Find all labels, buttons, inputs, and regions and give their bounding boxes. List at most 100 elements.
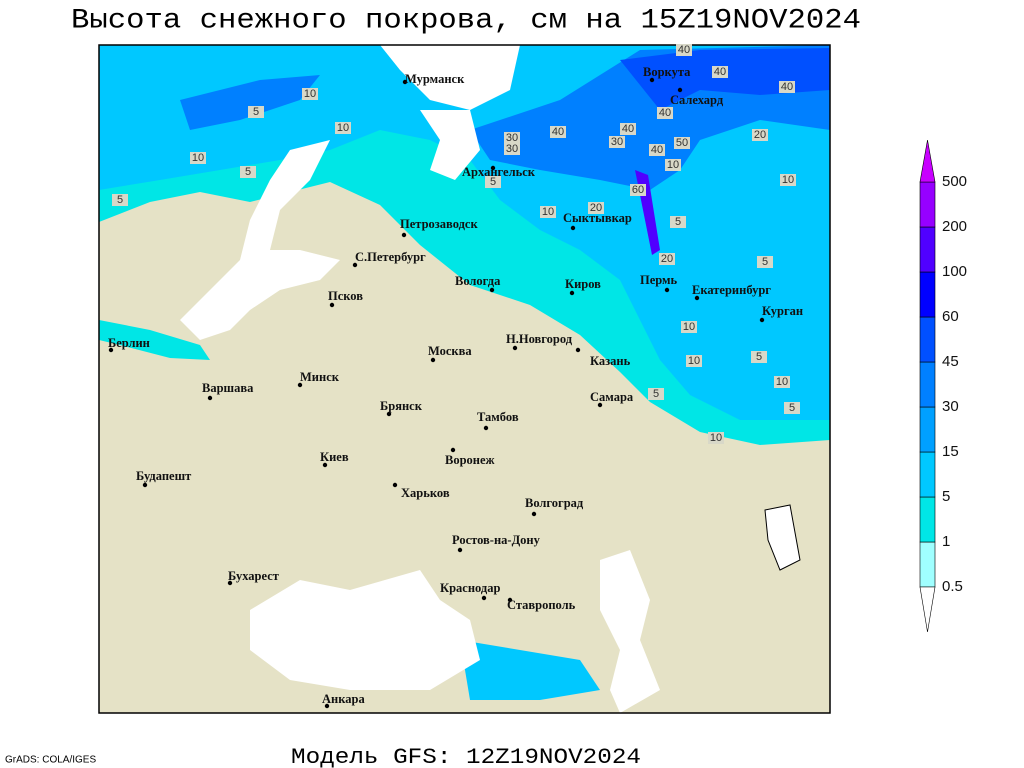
credit: GrADS: COLA/IGES: [5, 755, 96, 766]
contour-label-box: [665, 159, 681, 171]
city-label: Москва: [428, 344, 472, 358]
city-label: Варшава: [202, 381, 254, 395]
city-label: Салехард: [670, 93, 724, 107]
city-label: Н.Новгород: [506, 332, 573, 346]
city-dot: [483, 425, 489, 431]
contour-label: 5: [245, 166, 251, 178]
contour-label: 50: [676, 137, 688, 149]
snow-germany: [99, 320, 210, 360]
city-dot: [227, 580, 233, 586]
colorbar-label: 45: [942, 353, 959, 370]
aral-sea: [764, 504, 801, 571]
city-label: Берлин: [108, 336, 150, 350]
city-dot: [457, 547, 463, 553]
contour-label-box: [779, 81, 795, 93]
city-dot: [569, 290, 575, 296]
contour-label-box: [248, 106, 264, 118]
contour-label: 5: [789, 402, 795, 414]
contour-label: 10: [688, 355, 700, 367]
contour-label: 30: [506, 143, 518, 155]
contour-label-box: [712, 66, 728, 78]
colorbar-band: [919, 181, 936, 228]
city-dot: [322, 462, 328, 468]
contour-label: 10: [667, 159, 679, 171]
city-label: Бухарест: [228, 569, 279, 583]
contour-label: 10: [337, 122, 349, 134]
contour-label: 40: [781, 81, 793, 93]
city-label: Казань: [590, 354, 631, 368]
contour-label-box: [681, 321, 697, 333]
snow-deeper: [620, 48, 830, 110]
city-dot: [430, 357, 436, 363]
city-dot: [108, 347, 114, 353]
colorbar-label: 1: [942, 533, 950, 550]
colorbar-band: [919, 271, 936, 318]
city-dot: [664, 287, 670, 293]
city-label: Брянск: [380, 399, 423, 413]
city-label: Будапешт: [136, 469, 191, 483]
city-dot: [297, 382, 303, 388]
colorbar-label: 0.5: [942, 578, 963, 595]
contour-label-box: [620, 123, 636, 135]
city-dot: [324, 703, 330, 709]
contour-label-box: [659, 253, 675, 265]
contour-label-box: [240, 166, 256, 178]
city-label: С.Петербург: [355, 250, 426, 264]
contour-label: 30: [506, 132, 518, 144]
contour-label: 5: [653, 388, 659, 400]
colorbar-band: [919, 406, 936, 453]
city-label: Пермь: [640, 273, 678, 287]
contour-label: 10: [776, 376, 788, 388]
contour-label-box: [302, 88, 318, 100]
city-label: Волгоград: [525, 496, 584, 510]
contour-label-box: [757, 256, 773, 268]
contour-label-box: [630, 184, 646, 196]
contour-label-box: [657, 107, 673, 119]
contour-label: 20: [590, 202, 602, 214]
contour-label: 60: [632, 184, 644, 196]
city-label: Киров: [565, 277, 601, 291]
city-dot: [386, 411, 392, 417]
colorbar-label: 500: [942, 173, 967, 190]
colorbar-band: [919, 541, 936, 588]
contour-label: 5: [675, 216, 681, 228]
city-dot: [597, 402, 603, 408]
colorbar-low-tip: [919, 586, 936, 633]
map-frame: [98, 44, 831, 714]
caspian-sea: [600, 550, 660, 713]
city-dot: [694, 295, 700, 301]
contour-label-box: [190, 152, 206, 164]
city-label: Харьков: [401, 486, 450, 500]
contour-label: 40: [659, 107, 671, 119]
barents-sea: [380, 45, 520, 110]
city-label: Киев: [320, 450, 349, 464]
colorbar-label: 200: [942, 218, 967, 235]
contour-label: 5: [762, 256, 768, 268]
colorbar-band: [919, 451, 936, 498]
city-label: Сыктывкар: [563, 211, 632, 225]
contour-label: 10: [710, 432, 722, 444]
contour-label-box: [485, 176, 501, 188]
snow-scandinavia: [180, 75, 320, 130]
contour-label: 10: [683, 321, 695, 333]
city-dot: [677, 87, 683, 93]
colorbar-label: 30: [942, 398, 959, 415]
city-dot: [329, 302, 335, 308]
city-label: Воркута: [643, 65, 691, 79]
contour-label-box: [649, 144, 665, 156]
colorbar-label: 100: [942, 263, 967, 280]
city-label: Тамбов: [477, 410, 519, 424]
city-dot: [575, 347, 581, 353]
baltic-sea: [180, 140, 340, 340]
city-label: Ростов-на-Дону: [452, 533, 541, 547]
contour-label: 10: [542, 206, 554, 218]
map-border: [98, 44, 831, 714]
city-dot: [401, 232, 407, 238]
contour-label: 20: [754, 129, 766, 141]
city-dot: [489, 287, 495, 293]
contour-label: 40: [678, 44, 690, 56]
contour-label: 10: [304, 88, 316, 100]
contour-label-box: [780, 174, 796, 186]
contour-label-box: [335, 122, 351, 134]
